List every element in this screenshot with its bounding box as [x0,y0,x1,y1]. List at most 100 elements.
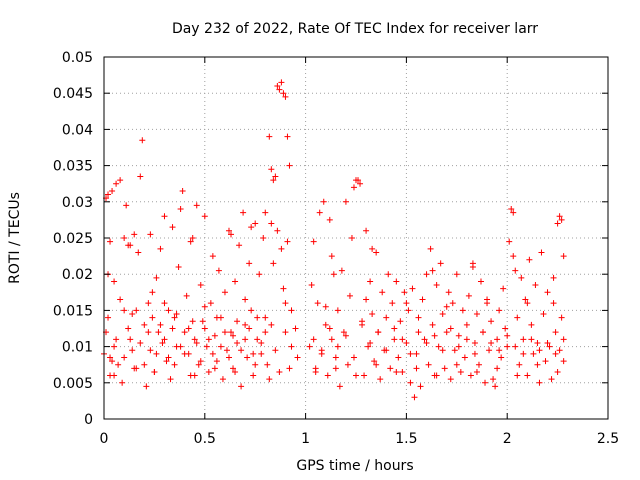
data-point [147,347,154,354]
data-point [377,376,384,383]
data-point [143,383,150,390]
data-point [137,339,144,346]
data-point [538,249,545,256]
data-point [449,300,456,307]
data-point [117,296,124,303]
data-point [397,318,404,325]
data-point [387,365,394,372]
data-point [133,307,140,314]
data-point [280,285,287,292]
data-point [278,79,285,86]
data-point [401,289,408,296]
data-point [405,307,412,314]
data-point [129,311,136,318]
data-point [111,343,118,350]
data-point [171,314,178,321]
data-point [169,224,176,231]
data-point [353,372,359,379]
data-point [211,365,218,372]
data-point [248,224,255,231]
data-point [266,376,273,383]
data-point [407,350,414,357]
data-point [121,307,128,314]
data-point [258,339,265,346]
data-point [552,350,559,357]
data-point [129,347,136,354]
data-point [482,379,489,386]
data-point [310,336,317,343]
data-point [427,245,434,252]
data-point [375,329,382,336]
data-point [193,202,200,209]
data-point [175,263,182,270]
data-point [306,343,313,350]
data-point [554,220,561,227]
data-point [473,311,480,318]
data-point [266,133,273,140]
data-point [135,249,142,256]
data-point [228,231,235,238]
data-point [373,361,380,368]
data-point [203,343,210,350]
data-point [111,372,118,379]
data-point [383,347,390,354]
data-point [183,292,190,299]
y-axis-ticks: 0 0.005 0.01 0.015 0.02 0.025 0.03 0.035 0.04 0.0… [53,50,608,428]
data-point [185,350,192,357]
data-point [558,314,565,321]
data-point [465,292,472,299]
data-point [443,303,450,310]
data-point [181,329,188,336]
data-point [560,336,567,343]
data-point [221,329,228,336]
data-point [413,350,420,357]
data-point [363,227,370,234]
data-point [246,260,253,267]
data-point [191,372,198,379]
data-point [230,365,237,372]
data-point [504,343,511,350]
data-point [554,368,561,375]
data-point [477,278,484,285]
data-point [324,372,331,379]
data-point [195,361,202,368]
data-point [326,216,333,223]
data-point [211,332,218,339]
data-point [415,314,422,321]
data-points [101,79,567,401]
data-point [199,318,206,325]
data-point [139,137,146,144]
data-point [107,238,114,245]
y-tick-label: 0.035 [53,159,93,175]
data-point [161,336,168,343]
data-point [429,267,436,274]
data-point [205,368,212,375]
y-axis-label: ROTI / TECUs [7,192,23,284]
data-point [453,271,460,278]
data-point [383,314,390,321]
data-point [256,271,263,278]
data-point [165,307,172,314]
data-point [338,267,345,274]
data-point [395,354,402,361]
x-tick-label: 2 [503,431,512,447]
data-point [475,361,482,368]
data-point [205,336,212,343]
data-point [363,296,370,303]
data-point [455,332,462,339]
data-point [197,358,204,365]
data-point [389,300,396,307]
data-point [232,368,239,375]
data-point [342,332,349,339]
data-point [151,368,158,375]
data-point [320,198,327,205]
data-point [207,300,214,307]
data-point [330,271,337,278]
data-point [268,321,275,328]
data-point [411,394,418,401]
data-point [137,173,144,180]
data-point [528,321,535,328]
data-point [223,347,230,354]
data-point [332,354,339,361]
